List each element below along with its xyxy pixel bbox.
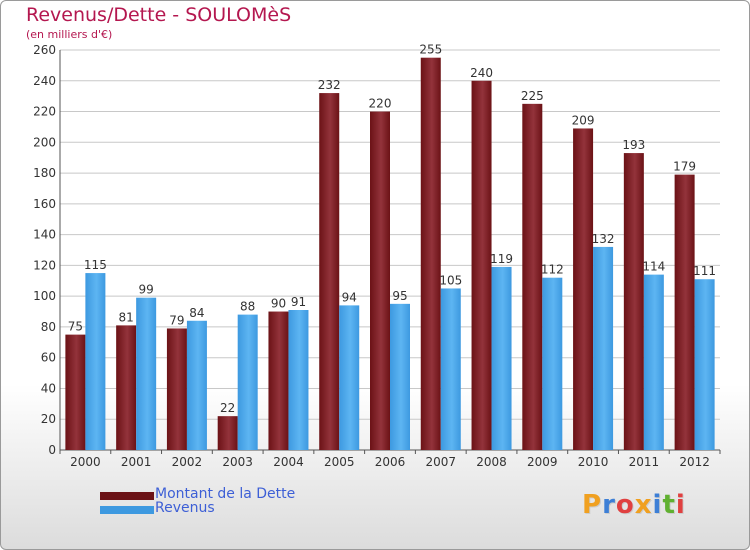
x-tick-label: 2008 bbox=[476, 455, 507, 469]
bar-debt bbox=[268, 311, 289, 450]
bar-revenue bbox=[136, 297, 157, 450]
data-label-revenue: 105 bbox=[439, 273, 462, 287]
data-label-revenue: 94 bbox=[342, 290, 357, 304]
y-tick-label: 80 bbox=[41, 320, 56, 334]
y-tick-label: 240 bbox=[33, 74, 56, 88]
data-label-revenue: 95 bbox=[392, 289, 407, 303]
bar-revenue bbox=[186, 320, 207, 450]
x-tick-label: 2012 bbox=[679, 455, 710, 469]
data-label-debt: 240 bbox=[470, 66, 493, 80]
x-tick-label: 2000 bbox=[70, 455, 101, 469]
bar-revenue bbox=[390, 303, 410, 450]
data-label-debt: 220 bbox=[369, 97, 392, 111]
bar-debt bbox=[166, 328, 187, 450]
y-tick-label: 180 bbox=[33, 166, 56, 180]
data-label-debt: 232 bbox=[318, 78, 341, 92]
bar-revenue bbox=[694, 279, 715, 450]
data-label-debt: 179 bbox=[673, 160, 696, 174]
data-label-revenue: 112 bbox=[541, 263, 564, 277]
data-label-debt: 22 bbox=[220, 401, 235, 415]
y-tick-label: 220 bbox=[33, 105, 56, 119]
x-tick-label: 2002 bbox=[172, 455, 203, 469]
data-label-revenue: 99 bbox=[139, 283, 154, 297]
bar-revenue bbox=[593, 246, 614, 450]
x-tick-label: 2010 bbox=[578, 455, 609, 469]
logo-letter: o bbox=[615, 490, 635, 520]
legend-swatch-revenue bbox=[100, 506, 154, 514]
x-tick-label: 2001 bbox=[121, 455, 152, 469]
bar-revenue bbox=[491, 266, 512, 450]
bar-debt bbox=[623, 153, 644, 451]
x-tick-label: 2009 bbox=[527, 455, 558, 469]
data-label-revenue: 119 bbox=[490, 252, 513, 266]
y-tick-label: 120 bbox=[33, 258, 56, 272]
x-tick-label: 2004 bbox=[273, 455, 304, 469]
data-label-revenue: 115 bbox=[84, 258, 107, 272]
data-label-revenue: 84 bbox=[189, 306, 204, 320]
logo-letter: i bbox=[675, 490, 686, 520]
data-label-debt: 90 bbox=[271, 297, 286, 311]
bar-debt bbox=[65, 334, 86, 450]
logo-letter: r bbox=[602, 490, 616, 520]
bar-revenue bbox=[643, 274, 664, 450]
data-label-debt: 79 bbox=[169, 313, 184, 327]
bar-debt bbox=[319, 93, 340, 451]
chart-title: Revenus/Dette - SOULOMèS bbox=[26, 4, 292, 26]
x-tick-label: 2011 bbox=[629, 455, 660, 469]
logo-letter: x bbox=[634, 490, 653, 520]
bar-debt bbox=[674, 174, 695, 450]
proxiti-logo[interactable]: Proxiti bbox=[582, 490, 686, 520]
y-tick-label: 100 bbox=[33, 289, 56, 303]
bar-debt bbox=[217, 416, 238, 450]
bar-debt bbox=[116, 325, 137, 450]
data-label-debt: 225 bbox=[521, 89, 544, 103]
data-label-debt: 75 bbox=[68, 320, 83, 334]
bar-debt bbox=[573, 128, 594, 450]
y-tick-label: 200 bbox=[33, 135, 56, 149]
logo-letter: P bbox=[582, 490, 603, 520]
logo-letter: t bbox=[662, 490, 676, 520]
y-tick-label: 40 bbox=[41, 381, 56, 395]
bar-debt bbox=[420, 57, 441, 450]
bar-revenue bbox=[288, 310, 309, 450]
data-label-debt: 209 bbox=[572, 113, 595, 127]
data-label-revenue: 111 bbox=[693, 264, 716, 278]
logo-letter: i bbox=[652, 490, 663, 520]
data-label-revenue: 88 bbox=[240, 300, 255, 314]
data-label-revenue: 132 bbox=[592, 232, 615, 246]
x-tick-label: 2005 bbox=[324, 455, 355, 469]
bar-debt bbox=[370, 111, 390, 451]
x-tick-label: 2003 bbox=[222, 455, 253, 469]
y-tick-label: 60 bbox=[41, 351, 56, 365]
legend-label-debt: Montant de la Dette bbox=[155, 486, 296, 502]
y-tick-label: 20 bbox=[41, 412, 56, 426]
x-tick-label: 2006 bbox=[375, 455, 406, 469]
x-tick-label: 2007 bbox=[425, 455, 456, 469]
bar-debt bbox=[471, 80, 492, 451]
y-tick-label: 160 bbox=[33, 197, 56, 211]
data-label-revenue: 114 bbox=[642, 260, 665, 274]
y-tick-label: 260 bbox=[33, 43, 56, 57]
bar-revenue bbox=[85, 273, 106, 450]
chart-subtitle: (en milliers d'€) bbox=[26, 28, 113, 41]
bar-revenue bbox=[542, 277, 563, 450]
data-label-debt: 81 bbox=[119, 310, 134, 324]
y-tick-label: 140 bbox=[33, 228, 56, 242]
data-label-revenue: 91 bbox=[291, 295, 306, 309]
legend-swatch-debt bbox=[100, 492, 154, 500]
legend-label-revenue: Revenus bbox=[155, 500, 215, 516]
data-label-debt: 193 bbox=[622, 138, 645, 152]
bar-revenue bbox=[339, 305, 360, 450]
bar-debt bbox=[522, 103, 543, 450]
data-label-debt: 255 bbox=[419, 43, 442, 57]
bar-revenue bbox=[440, 288, 461, 450]
bar-revenue bbox=[237, 314, 258, 450]
y-tick-label: 0 bbox=[48, 443, 56, 457]
